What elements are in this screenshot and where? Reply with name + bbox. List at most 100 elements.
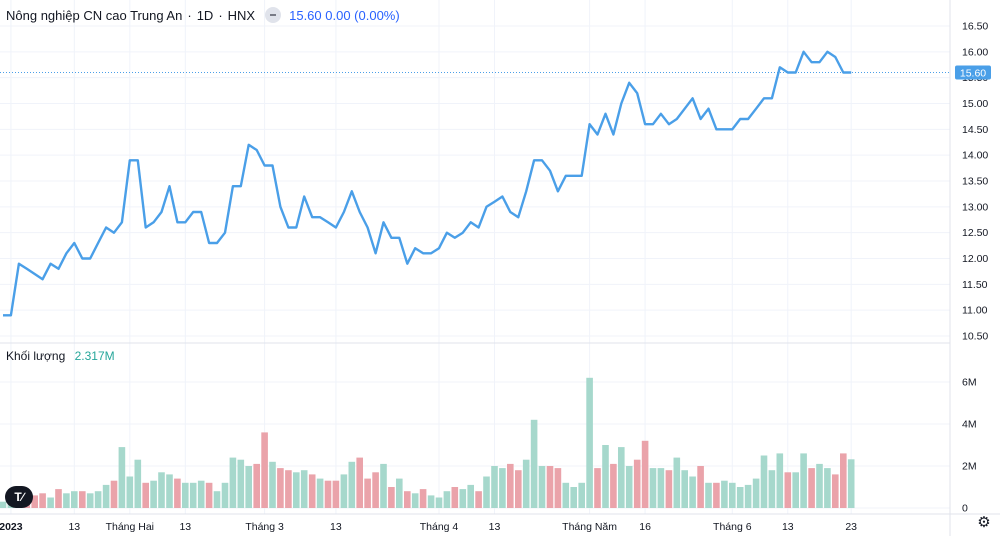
price-tick-label: 14.00 [962, 150, 988, 162]
volume-bar [332, 480, 340, 508]
volume-bar [705, 482, 712, 508]
price-tick-label: 12.00 [962, 253, 988, 265]
volume-bar [665, 470, 673, 508]
volume-bar [586, 377, 593, 508]
volume-bar [31, 495, 38, 508]
header-separator: · [218, 7, 223, 23]
volume-bar [316, 478, 324, 508]
volume-bar [388, 487, 395, 508]
volume-bar [380, 463, 387, 508]
volume-bar [0, 501, 7, 508]
volume-bar [110, 480, 118, 508]
collapse-icon[interactable] [265, 7, 282, 23]
time-tick-label: 13 [68, 521, 80, 533]
time-tick-label: Tháng 3 [245, 521, 284, 533]
volume-bar [293, 472, 300, 508]
price-tick-label: 12.50 [962, 227, 988, 239]
gear-icon[interactable]: ⚙ [977, 514, 991, 531]
volume-bar [673, 457, 681, 508]
volume-bar [118, 447, 126, 508]
volume-bar [522, 459, 530, 508]
time-axis[interactable]: 2023 13 Tháng Hai 13 Tháng 3 13 Tháng 4 13 Tháng… [0, 521, 857, 533]
exchange: HNX [227, 7, 256, 23]
volume-bar [618, 447, 625, 508]
time-tick-label: 13 [489, 521, 501, 533]
volume-bar [649, 468, 657, 508]
volume-tick-label: 4M [962, 419, 977, 431]
volume-tick-label: 0 [962, 503, 968, 515]
time-tick-label: 2023 [0, 521, 23, 533]
interval[interactable]: 1D [196, 7, 214, 23]
last-price-tag-bg [955, 65, 991, 80]
volume-bar [229, 457, 237, 508]
volume-bar [134, 459, 142, 508]
volume-bar [55, 489, 62, 508]
volume-bar [832, 474, 839, 508]
volume-bar [166, 474, 173, 508]
volume-bar [499, 468, 506, 508]
volume-bar [86, 493, 94, 508]
volume-bar [729, 482, 736, 508]
volume-bar [197, 480, 205, 508]
price-tick-label: 11.00 [962, 305, 988, 317]
volume-bar [213, 491, 221, 508]
volume-bar [475, 491, 482, 508]
volume-bar [372, 472, 379, 508]
volume-bar [491, 466, 498, 508]
volume-axis[interactable]: 0 2M 4M 6M [962, 377, 977, 515]
volume-bar [752, 478, 760, 508]
volume-bar [657, 468, 665, 508]
volume-bar [760, 455, 768, 508]
volume-label[interactable]: Khối lượng [6, 349, 66, 363]
volume-bar [269, 461, 276, 508]
volume-bar [594, 468, 601, 508]
volume-bar [633, 459, 641, 508]
volume-bar [174, 478, 181, 508]
volume-bar [419, 489, 427, 508]
volume-bars [0, 377, 855, 508]
volume-bar [237, 459, 245, 508]
volume-bar [277, 468, 284, 508]
time-tick-label: 13 [330, 521, 342, 533]
volume-bar [150, 480, 157, 508]
price-axis[interactable]: 10.50 11.00 11.50 12.00 12.50 13.00 13.50 14.00… [962, 21, 988, 343]
volume-bar [736, 487, 744, 508]
price-tick-label: 16.50 [962, 21, 988, 33]
volume-bar [776, 453, 784, 508]
volume-bar [483, 476, 490, 508]
price-tick-label: 14.50 [962, 124, 988, 136]
volume-bar [467, 484, 474, 508]
volume-bar [840, 453, 847, 508]
grid-lines [0, 0, 950, 514]
volume-bar [578, 482, 585, 508]
volume-bar [808, 468, 815, 508]
volume-bar [681, 470, 688, 508]
time-tick-label: 13 [179, 521, 191, 533]
volume-bar [126, 476, 134, 508]
volume-bar [721, 480, 728, 508]
volume-bar [507, 463, 514, 508]
volume-bar [396, 478, 403, 508]
volume-bar [427, 495, 435, 508]
volume-bar [300, 470, 308, 508]
volume-bar [285, 470, 292, 508]
volume-bar [404, 491, 411, 508]
volume-bar [816, 463, 823, 508]
volume-bar [538, 466, 546, 508]
volume-tick-label: 6M [962, 377, 977, 389]
volume-bar [261, 432, 268, 508]
volume-bar [610, 463, 617, 508]
price-tick-label: 16.00 [962, 46, 988, 58]
volume-bar [641, 440, 649, 508]
tradingview-logo-icon[interactable]: T∕ [5, 486, 33, 508]
price-tick-label: 13.50 [962, 176, 988, 188]
volume-bar [530, 419, 538, 508]
volume-bar [570, 487, 577, 508]
volume-bar [847, 459, 855, 508]
time-tick-label: Tháng 6 [713, 521, 752, 533]
volume-bar [79, 491, 86, 508]
volume-header: Khối lượng 2.317M [6, 349, 115, 363]
volume-bar [459, 489, 467, 508]
symbol-name[interactable]: Nông nghiệp CN cao Trung An [6, 7, 183, 23]
